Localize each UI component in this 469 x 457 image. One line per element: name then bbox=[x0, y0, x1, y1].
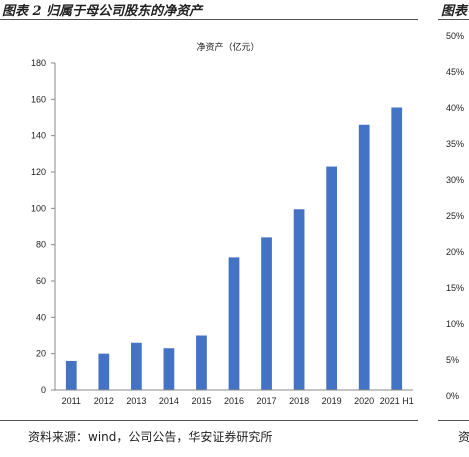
y-tick-label: 20 bbox=[36, 349, 46, 359]
figure-title: 图表 2 归属于母公司股东的净资产 bbox=[2, 4, 203, 19]
bar-2019 bbox=[326, 166, 338, 390]
x-tick-label: 2020 bbox=[354, 396, 374, 406]
right-y-tick-label: 45% bbox=[446, 67, 464, 77]
bar-2021-H1 bbox=[391, 107, 403, 390]
x-tick-label: 2018 bbox=[289, 396, 309, 406]
top-rule bbox=[0, 19, 418, 20]
bars bbox=[65, 107, 403, 391]
y-tick-label: 180 bbox=[31, 58, 46, 68]
right-y-tick-label: 5% bbox=[446, 355, 459, 365]
x-tick-label: 2019 bbox=[322, 396, 342, 406]
y-tick-label: 40 bbox=[36, 312, 46, 322]
top-rule-right bbox=[438, 19, 469, 20]
x-tick-label: 2012 bbox=[94, 396, 114, 406]
bar-2015 bbox=[196, 335, 207, 390]
y-tick-label: 60 bbox=[36, 276, 46, 286]
y-tick-label: 160 bbox=[31, 94, 46, 104]
y-tick-label: 120 bbox=[31, 167, 46, 177]
x-tick-label: 2013 bbox=[126, 396, 146, 406]
right-y-tick-label: 20% bbox=[446, 247, 464, 257]
right-y-tick-label: 0% bbox=[446, 391, 459, 401]
bar-2018 bbox=[293, 209, 305, 390]
right-y-tick-label: 35% bbox=[446, 139, 464, 149]
source-note: 资料来源：wind，公司公告，华安证券研究所 bbox=[28, 430, 273, 444]
bar-2014 bbox=[163, 348, 175, 390]
bottom-rule bbox=[0, 420, 418, 421]
bottom-rule-right bbox=[438, 420, 469, 421]
right-y-tick-label: 40% bbox=[446, 103, 464, 113]
chart-title: 净资产（亿元） bbox=[196, 41, 259, 53]
bar-2011 bbox=[65, 360, 77, 390]
y-tick-label: 100 bbox=[31, 203, 46, 213]
x-tick-label: 2014 bbox=[159, 396, 179, 406]
x-tick-label: 2016 bbox=[224, 396, 244, 406]
source-note-partial: 资 bbox=[458, 430, 469, 444]
y-axis: 0 20 40 60 80 100 120 140 160 180 bbox=[31, 58, 56, 395]
bar-2016 bbox=[228, 257, 240, 390]
right-y-tick-label: 15% bbox=[446, 283, 464, 293]
x-tick-label: 2021 H1 bbox=[380, 396, 414, 406]
x-tick-label: 2017 bbox=[257, 396, 277, 406]
bar-2012 bbox=[98, 353, 110, 390]
x-tick-label: 2011 bbox=[62, 396, 81, 406]
right-y-tick-label: 30% bbox=[446, 175, 464, 185]
bar-2013 bbox=[130, 342, 142, 390]
y-tick-label: 0 bbox=[41, 385, 46, 395]
y-tick-label: 140 bbox=[31, 131, 46, 141]
figure-title-partial: 图表 bbox=[441, 4, 468, 19]
x-axis: 2011 2012 2013 2014 2015 2016 2017 2018 2019 2020… bbox=[55, 389, 414, 406]
right-y-tick-label: 25% bbox=[446, 211, 464, 221]
y-tick-label: 80 bbox=[36, 240, 46, 250]
bar-2017 bbox=[261, 237, 272, 390]
bar-2020 bbox=[358, 124, 370, 391]
right-y-axis-partial: 0% 5% 10% 15% 20% 25% 30% 35% 40% 45% 50% bbox=[446, 31, 464, 401]
x-tick-label: 2015 bbox=[191, 396, 211, 406]
right-y-tick-label: 10% bbox=[446, 319, 464, 329]
right-y-tick-label: 50% bbox=[446, 31, 464, 41]
